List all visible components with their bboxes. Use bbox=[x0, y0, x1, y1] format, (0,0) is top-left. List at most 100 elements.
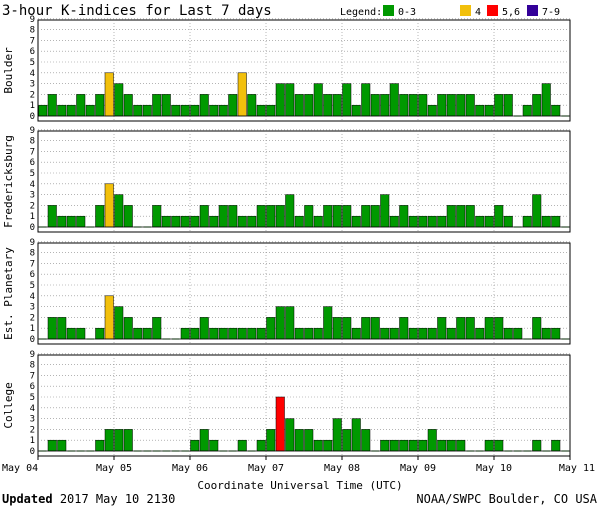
k-bar bbox=[351, 215, 361, 228]
k-bar bbox=[190, 215, 200, 228]
k-bar bbox=[484, 439, 494, 452]
k-bar bbox=[266, 205, 276, 228]
k-bar bbox=[256, 104, 266, 117]
x-tick-label: May 08 bbox=[324, 463, 360, 474]
k-bar bbox=[313, 215, 323, 228]
k-bar bbox=[332, 317, 342, 340]
k-bar bbox=[389, 83, 399, 117]
k-bar bbox=[275, 396, 285, 452]
y-tick-label: 4 bbox=[30, 404, 35, 414]
k-bar bbox=[152, 205, 162, 228]
k-bar bbox=[199, 205, 209, 228]
k-bar bbox=[342, 429, 352, 452]
k-bar bbox=[399, 439, 409, 452]
k-bar bbox=[446, 94, 456, 117]
panel-label: College bbox=[2, 382, 15, 428]
k-bar bbox=[408, 215, 418, 228]
k-bar bbox=[399, 94, 409, 117]
x-tick-label: May 07 bbox=[248, 463, 284, 474]
k-bar bbox=[114, 83, 124, 117]
k-bar bbox=[551, 104, 561, 117]
k-bar bbox=[76, 94, 86, 117]
x-tick-label: May 05 bbox=[96, 463, 132, 474]
legend: 0-3 4 5,6 7-9 bbox=[383, 5, 560, 18]
k-bar bbox=[494, 317, 504, 340]
y-tick-label: 4 bbox=[30, 180, 35, 190]
k-bar bbox=[380, 194, 390, 228]
y-tick-label: 3 bbox=[30, 80, 35, 90]
k-bar bbox=[199, 317, 209, 340]
k-bar bbox=[351, 104, 361, 117]
k-bar bbox=[541, 215, 551, 228]
updated-line: Updated 2017 May 10 2130 bbox=[2, 492, 175, 506]
k-bar bbox=[123, 205, 133, 228]
k-bar bbox=[323, 439, 333, 452]
k-bar bbox=[275, 83, 285, 117]
y-tick-label: 8 bbox=[30, 249, 35, 259]
k-bar bbox=[266, 429, 276, 452]
k-bar bbox=[294, 215, 304, 228]
y-tick-label: 9 bbox=[30, 15, 35, 25]
k-bar bbox=[256, 439, 266, 452]
k-bar bbox=[256, 327, 266, 340]
k-bar bbox=[199, 429, 209, 452]
k-bar bbox=[76, 327, 86, 340]
k-bar bbox=[418, 327, 428, 340]
updated-value: 2017 May 10 2130 bbox=[60, 492, 176, 506]
y-tick-label: 2 bbox=[30, 201, 35, 211]
k-bar bbox=[47, 94, 57, 117]
k-bar bbox=[123, 429, 133, 452]
k-bar bbox=[85, 104, 95, 117]
k-bar bbox=[266, 317, 276, 340]
k-bar bbox=[361, 83, 371, 117]
legend-entry-label: 4 bbox=[475, 7, 481, 18]
k-bar bbox=[161, 94, 171, 117]
k-bar bbox=[133, 104, 143, 117]
k-bar bbox=[323, 94, 333, 117]
k-bar bbox=[142, 327, 152, 340]
k-bar bbox=[104, 295, 114, 340]
k-bar bbox=[456, 439, 466, 452]
k-bar bbox=[456, 94, 466, 117]
k-bar bbox=[247, 215, 257, 228]
k-bar bbox=[275, 205, 285, 228]
x-axis-label: Coordinate Universal Time (UTC) bbox=[197, 479, 402, 492]
k-bar bbox=[427, 327, 437, 340]
x-tick-label: May 04 bbox=[2, 463, 38, 474]
legend-swatch bbox=[487, 5, 498, 16]
k-bar bbox=[38, 104, 48, 117]
k-bar bbox=[380, 327, 390, 340]
k-bar bbox=[161, 215, 171, 228]
k-bar bbox=[57, 215, 67, 228]
k-bar bbox=[418, 439, 428, 452]
k-bar bbox=[541, 327, 551, 340]
k-bar bbox=[389, 439, 399, 452]
y-tick-label: 6 bbox=[30, 158, 35, 168]
k-bar bbox=[446, 327, 456, 340]
k-bar bbox=[218, 205, 228, 228]
y-tick-label: 2 bbox=[30, 90, 35, 100]
chart-title: 3-hour K-indices for Last 7 days bbox=[2, 3, 272, 19]
k-bar bbox=[418, 94, 428, 117]
k-bar bbox=[256, 205, 266, 228]
k-bar bbox=[123, 317, 133, 340]
k-bar bbox=[437, 215, 447, 228]
k-bar bbox=[304, 205, 314, 228]
k-bar bbox=[513, 327, 523, 340]
k-bar bbox=[427, 215, 437, 228]
k-bar bbox=[370, 317, 380, 340]
k-bar bbox=[389, 215, 399, 228]
k-bar bbox=[171, 104, 181, 117]
k-bar bbox=[104, 429, 114, 452]
k-bar bbox=[475, 104, 485, 117]
k-bar bbox=[361, 205, 371, 228]
k-bar bbox=[190, 327, 200, 340]
k-bar bbox=[342, 205, 352, 228]
k-bar bbox=[57, 439, 67, 452]
y-tick-label: 9 bbox=[30, 238, 35, 248]
k-bar bbox=[418, 215, 428, 228]
y-tick-label: 8 bbox=[30, 137, 35, 147]
k-bar bbox=[522, 215, 532, 228]
